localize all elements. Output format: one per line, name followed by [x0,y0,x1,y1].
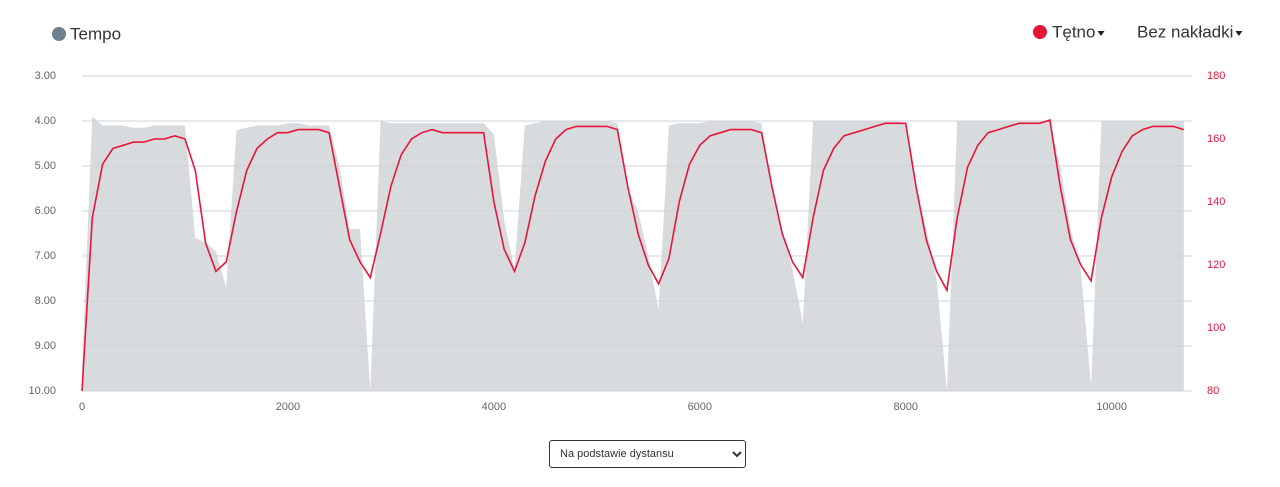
legend-dropdown[interactable]: Tętno [1052,22,1095,41]
y2-tick-label: 160 [1207,133,1225,145]
y2-tick-label: 140 [1207,196,1225,208]
y-tick-label: 10.00 [28,385,56,397]
y2-tick-label: 180 [1207,70,1225,82]
y2-tick-label: 120 [1207,259,1225,271]
x-tick-label: 4000 [482,401,506,413]
pace-area [82,116,1184,391]
caret[interactable] [1097,31,1105,36]
x-tick-label: 10000 [1096,401,1127,413]
overlay-dropdown[interactable]: Bez nakładki [1137,22,1233,41]
y-tick-label: 5.00 [35,160,56,172]
legend-label: Tempo [70,24,121,43]
y-tick-label: 8.00 [35,295,56,307]
x-tick-label: 6000 [688,401,712,413]
y-tick-label: 4.00 [35,115,56,127]
legend-marker [52,27,66,41]
x-tick-label: 0 [79,401,85,413]
y-tick-label: 6.00 [35,205,56,217]
y-tick-label: 3.00 [35,70,56,82]
heart-rate-line [81,119,1185,392]
caret[interactable] [1235,31,1243,36]
x-tick-label: 8000 [894,401,918,413]
basis-select[interactable]: Na podstawie dystansu [549,440,746,468]
y-tick-label: 7.00 [35,250,56,262]
legend-marker[interactable] [1033,25,1047,39]
y2-tick-label: 100 [1207,322,1225,334]
x-tick-label: 2000 [276,401,300,413]
y2-tick-label: 80 [1207,385,1219,397]
y-tick-label: 9.00 [35,340,56,352]
